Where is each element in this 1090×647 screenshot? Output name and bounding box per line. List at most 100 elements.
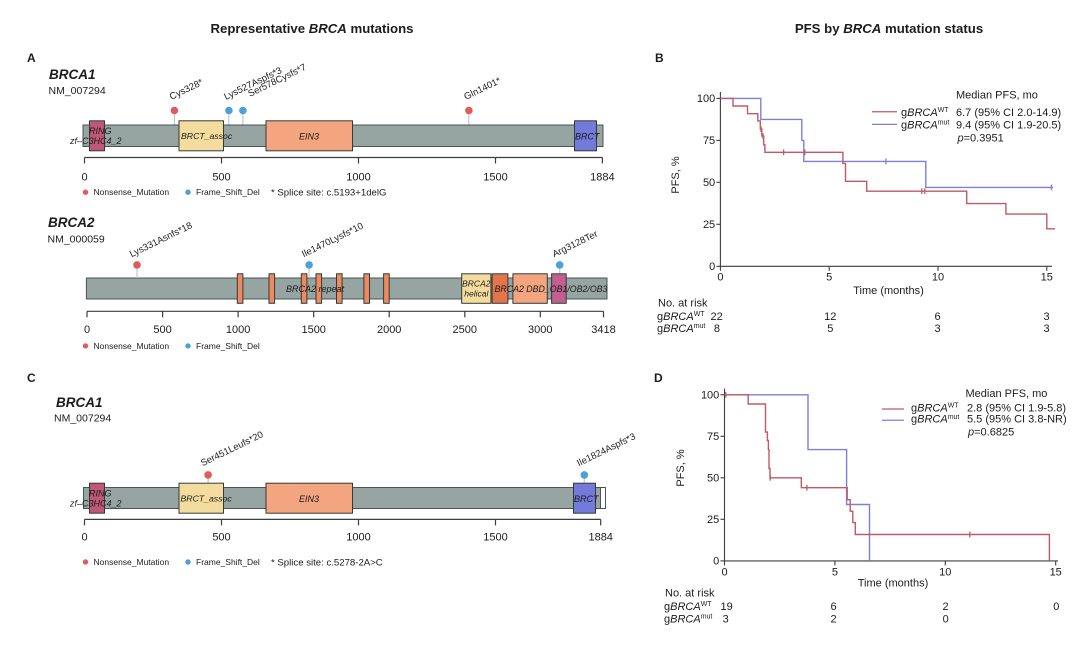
svg-text:25: 25	[703, 219, 715, 231]
svg-text:15: 15	[1050, 567, 1062, 579]
svg-text:1000: 1000	[226, 324, 250, 336]
svg-text:NM_000059: NM_000059	[48, 234, 105, 246]
svg-text:5: 5	[826, 272, 832, 284]
svg-text:5: 5	[832, 567, 838, 579]
svg-text:Ile1470Lysfs*10: Ile1470Lysfs*10	[300, 221, 365, 260]
svg-text:gBRCAWT: gBRCAWT	[657, 311, 705, 323]
svg-text:0: 0	[81, 532, 87, 544]
svg-text:PFS, %: PFS, %	[670, 156, 682, 194]
svg-text:22: 22	[710, 311, 722, 323]
svg-text:1884: 1884	[590, 172, 614, 184]
svg-text:Nonsense_Mutation: Nonsense_Mutation	[94, 341, 170, 351]
svg-text:2000: 2000	[377, 324, 401, 336]
svg-text:1884: 1884	[588, 532, 612, 544]
svg-text:0: 0	[717, 272, 723, 284]
svg-text:2: 2	[831, 613, 837, 625]
svg-text:0: 0	[709, 261, 715, 273]
svg-text:6.7 (95% CI 2.0-14.9): 6.7 (95% CI 2.0-14.9)	[956, 107, 1061, 119]
svg-text:* Splice site: c.5278-2A>C: * Splice site: c.5278-2A>C	[271, 558, 383, 569]
svg-text:Frame_Shift_Del: Frame_Shift_Del	[196, 341, 260, 351]
svg-text:0: 0	[1053, 601, 1059, 613]
svg-text:6: 6	[935, 311, 941, 323]
svg-text:0: 0	[721, 567, 727, 579]
svg-text:Arg3128Ter: Arg3128Ter	[551, 229, 600, 260]
svg-text:100: 100	[701, 390, 719, 402]
svg-text:Time (months): Time (months)	[858, 577, 929, 589]
svg-text:* Splice site: c.5193+1delG: * Splice site: c.5193+1delG	[271, 188, 386, 199]
svg-text:B: B	[655, 51, 664, 65]
svg-text:Median PFS, mo: Median PFS, mo	[966, 388, 1048, 400]
svg-text:zf–C3HC4_2: zf–C3HC4_2	[69, 499, 122, 509]
svg-text:Nonsense_Mutation: Nonsense_Mutation	[94, 557, 170, 567]
svg-text:10: 10	[932, 272, 944, 284]
svg-text:C: C	[27, 371, 36, 385]
svg-text:zf–C3HC4_2: zf–C3HC4_2	[69, 136, 122, 146]
svg-text:25: 25	[707, 514, 719, 526]
svg-text:BRCA1: BRCA1	[49, 67, 96, 82]
svg-text:BRCA2: BRCA2	[48, 215, 95, 230]
svg-text:1000: 1000	[346, 172, 370, 184]
svg-text:500: 500	[153, 324, 171, 336]
svg-text:5: 5	[827, 323, 833, 335]
svg-text:Ser451Leufs*20: Ser451Leufs*20	[199, 429, 265, 469]
svg-text:Representative BRCA mutations: Representative BRCA mutations	[211, 21, 414, 36]
svg-text:BRCA1: BRCA1	[56, 395, 103, 410]
svg-text:10: 10	[939, 567, 951, 579]
svg-text:0: 0	[84, 324, 90, 336]
svg-text:15: 15	[1041, 272, 1053, 284]
svg-text:No. at risk: No. at risk	[665, 587, 715, 599]
svg-text:Frame_Shift_Del: Frame_Shift_Del	[196, 187, 260, 197]
svg-text:Cys328*: Cys328*	[168, 77, 205, 103]
svg-text:Gln1401*: Gln1401*	[462, 75, 503, 102]
svg-text:PFS, %: PFS, %	[675, 449, 687, 487]
svg-text:BRCT: BRCT	[575, 132, 601, 142]
svg-text:1500: 1500	[301, 324, 325, 336]
svg-text:BRCA2: BRCA2	[462, 279, 491, 289]
svg-text:75: 75	[703, 135, 715, 147]
svg-text:EIN3: EIN3	[299, 494, 319, 504]
svg-text:PFS by BRCA mutation status: PFS by BRCA mutation status	[795, 21, 983, 36]
svg-text:gBRCAmut: gBRCAmut	[657, 323, 705, 335]
svg-text:50: 50	[703, 177, 715, 189]
svg-text:500: 500	[212, 172, 230, 184]
svg-text:Nonsense_Mutation: Nonsense_Mutation	[94, 187, 170, 197]
svg-text:BRCA2 repeat: BRCA2 repeat	[286, 284, 345, 294]
svg-text:gBRCAmut: gBRCAmut	[911, 414, 959, 426]
svg-text:A: A	[27, 51, 36, 65]
svg-text:gBRCAWT: gBRCAWT	[664, 601, 712, 613]
svg-text:D: D	[654, 371, 663, 385]
svg-text:100: 100	[697, 93, 715, 105]
svg-text:No. at risk: No. at risk	[658, 297, 708, 309]
svg-text:1500: 1500	[483, 172, 507, 184]
svg-text:RING: RING	[89, 489, 112, 499]
svg-text:p=0.6825: p=0.6825	[967, 426, 1014, 438]
svg-text:3000: 3000	[528, 324, 552, 336]
svg-text:gBRCAmut: gBRCAmut	[901, 119, 949, 131]
svg-text:Median PFS, mo: Median PFS, mo	[956, 90, 1038, 102]
svg-text:2500: 2500	[453, 324, 477, 336]
svg-text:BRCT_assoc: BRCT_assoc	[181, 131, 233, 141]
svg-text:3: 3	[1044, 323, 1050, 335]
svg-text:8: 8	[714, 323, 720, 335]
svg-text:p=0.3951: p=0.3951	[957, 133, 1004, 145]
svg-text:BRCT_assoc: BRCT_assoc	[181, 494, 233, 504]
svg-text:6: 6	[831, 601, 837, 613]
svg-text:gBRCAmut: gBRCAmut	[664, 613, 712, 625]
svg-text:NM_007294: NM_007294	[54, 413, 111, 425]
svg-text:Ile1824Aspfs*3: Ile1824Aspfs*3	[575, 431, 637, 469]
svg-text:75: 75	[707, 431, 719, 443]
svg-text:BRCT: BRCT	[574, 494, 600, 504]
svg-text:RING: RING	[89, 126, 112, 136]
svg-text:Lys331Asnfs*18: Lys331Asnfs*18	[128, 220, 194, 260]
svg-text:NM_007294: NM_007294	[49, 85, 106, 97]
svg-text:0: 0	[713, 556, 719, 568]
svg-text:2: 2	[942, 601, 948, 613]
svg-text:1500: 1500	[483, 532, 507, 544]
svg-text:EIN3: EIN3	[299, 132, 319, 142]
svg-text:Frame_Shift_Del: Frame_Shift_Del	[196, 557, 260, 567]
svg-text:3: 3	[1044, 311, 1050, 323]
svg-text:50: 50	[707, 473, 719, 485]
svg-text:3: 3	[723, 613, 729, 625]
svg-text:helical: helical	[464, 289, 489, 299]
svg-text:3418: 3418	[591, 324, 615, 336]
